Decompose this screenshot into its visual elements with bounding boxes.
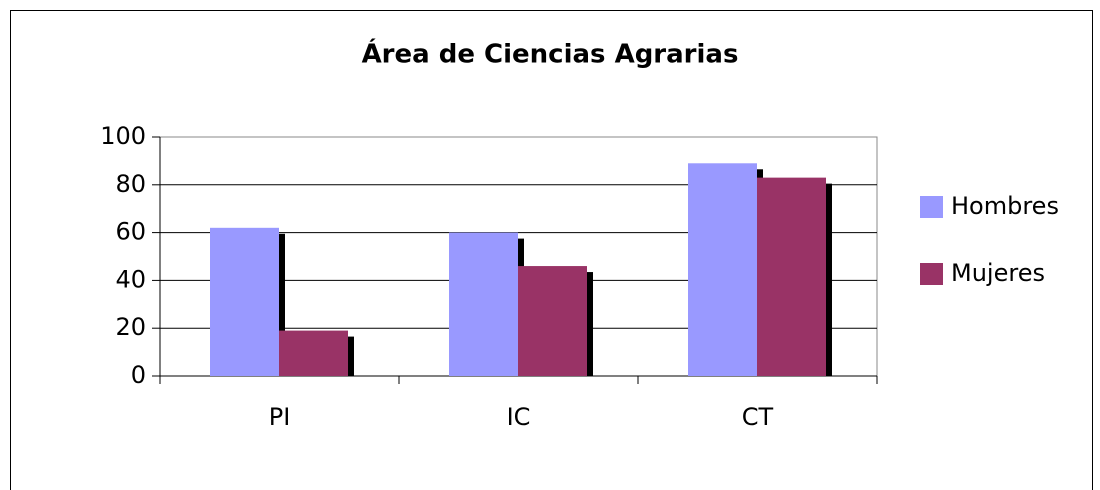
x-tick-label: CT [742, 403, 774, 431]
y-tick-label: 100 [100, 122, 146, 150]
y-tick-label: 40 [115, 265, 146, 293]
bar [449, 232, 518, 376]
y-tick-label: 80 [115, 170, 146, 198]
legend-label: Hombres [951, 192, 1059, 220]
chart-title: Área de Ciencias Agrarias [362, 38, 739, 70]
bar [688, 163, 757, 376]
legend-swatch [920, 196, 943, 218]
legend-label: Mujeres [951, 259, 1045, 287]
legend-swatch [920, 263, 943, 285]
bar [757, 177, 826, 376]
bar [279, 330, 348, 376]
x-tick-label: PI [269, 403, 291, 431]
bar [518, 266, 587, 376]
y-tick-label: 0 [131, 361, 146, 389]
bar [210, 227, 279, 376]
y-tick-label: 20 [115, 313, 146, 341]
y-tick-label: 60 [115, 218, 146, 246]
x-tick-label: IC [507, 403, 531, 431]
